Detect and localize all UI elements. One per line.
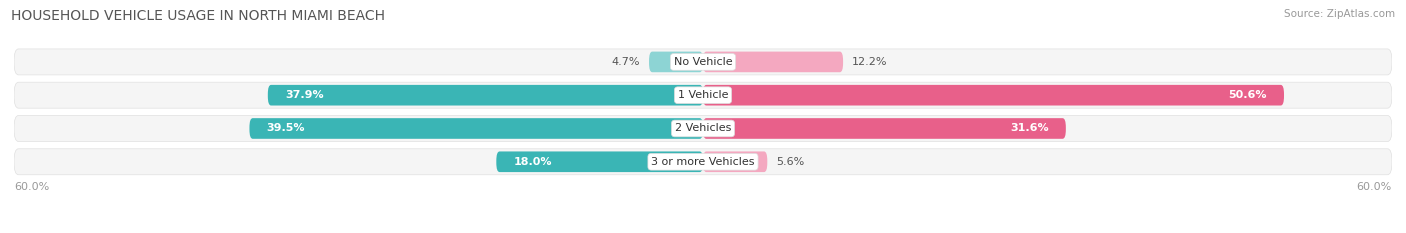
Text: 39.5%: 39.5% <box>267 123 305 134</box>
FancyBboxPatch shape <box>249 118 703 139</box>
Text: No Vehicle: No Vehicle <box>673 57 733 67</box>
FancyBboxPatch shape <box>496 151 703 172</box>
Text: 2 Vehicles: 2 Vehicles <box>675 123 731 134</box>
FancyBboxPatch shape <box>14 116 1392 141</box>
FancyBboxPatch shape <box>267 85 703 106</box>
FancyBboxPatch shape <box>703 85 1284 106</box>
Text: 1 Vehicle: 1 Vehicle <box>678 90 728 100</box>
Text: 37.9%: 37.9% <box>285 90 323 100</box>
Text: 18.0%: 18.0% <box>513 157 553 167</box>
FancyBboxPatch shape <box>703 118 1066 139</box>
Text: 4.7%: 4.7% <box>612 57 640 67</box>
Text: 60.0%: 60.0% <box>1357 182 1392 192</box>
Text: 50.6%: 50.6% <box>1229 90 1267 100</box>
Text: 3 or more Vehicles: 3 or more Vehicles <box>651 157 755 167</box>
FancyBboxPatch shape <box>650 51 703 72</box>
Text: 12.2%: 12.2% <box>852 57 887 67</box>
FancyBboxPatch shape <box>14 149 1392 175</box>
Text: Source: ZipAtlas.com: Source: ZipAtlas.com <box>1284 9 1395 19</box>
Text: 60.0%: 60.0% <box>14 182 49 192</box>
Text: 31.6%: 31.6% <box>1010 123 1049 134</box>
FancyBboxPatch shape <box>14 82 1392 108</box>
Text: 5.6%: 5.6% <box>776 157 804 167</box>
Text: HOUSEHOLD VEHICLE USAGE IN NORTH MIAMI BEACH: HOUSEHOLD VEHICLE USAGE IN NORTH MIAMI B… <box>11 9 385 23</box>
FancyBboxPatch shape <box>14 49 1392 75</box>
FancyBboxPatch shape <box>703 151 768 172</box>
FancyBboxPatch shape <box>703 51 844 72</box>
